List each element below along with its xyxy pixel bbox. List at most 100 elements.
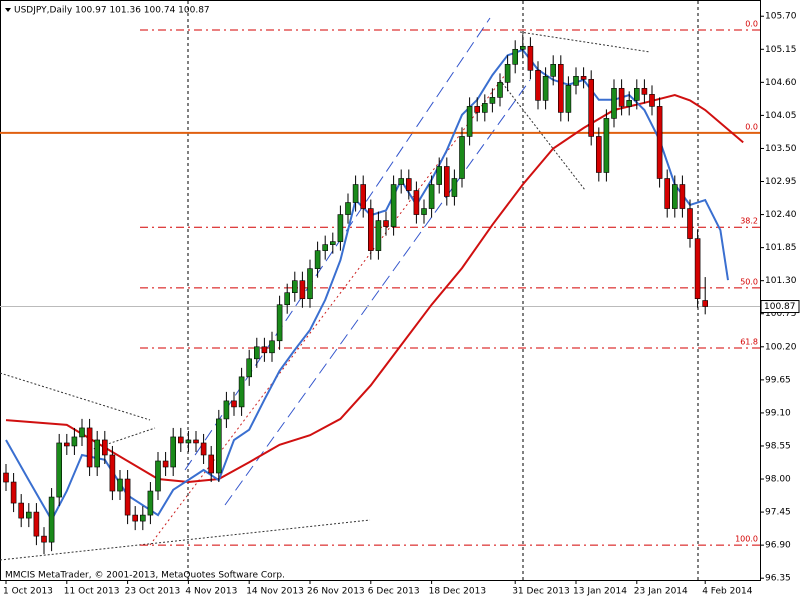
candle-body: [64, 442, 70, 447]
candle-body: [497, 82, 503, 98]
candle-body: [238, 376, 245, 408]
footer: MMCIS MetaTrader, © 2001-2013, MetaQuote…: [5, 571, 285, 581]
candle-body: [504, 64, 511, 83]
candle-body: [276, 304, 283, 342]
candle-body: [588, 79, 595, 137]
candle-body: [626, 100, 633, 107]
candle-body: [284, 292, 291, 306]
x-tick-label: 14 Nov 2013: [246, 587, 304, 597]
candle-body: [633, 88, 640, 101]
candle-body: [56, 442, 63, 498]
candle-body: [140, 514, 146, 522]
candle-body: [216, 418, 222, 474]
candle-body: [603, 118, 610, 173]
x-tick-label: 11 Oct 2013: [64, 587, 120, 597]
trend-line: [499, 79, 586, 191]
candle-body: [200, 442, 207, 456]
x-tick-label: 6 Dec 2013: [368, 587, 420, 597]
candle-body: [41, 535, 47, 543]
y-tick-label: 104.60: [765, 78, 797, 88]
candle-body: [573, 76, 579, 86]
y-tick-label: 101.85: [765, 243, 797, 253]
x-tick-label: 31 Dec 2013: [512, 587, 570, 597]
candle-body: [170, 436, 176, 468]
candle-body: [535, 70, 541, 101]
candle-body: [466, 106, 473, 137]
y-tick-label: 103.50: [765, 144, 797, 154]
candle-body: [512, 48, 519, 65]
x-tick-label: 23 Oct 2013: [125, 587, 181, 597]
candle-body: [25, 511, 32, 519]
candle-body: [398, 178, 405, 185]
chart-title: USDJPY,Daily 100.97 101.36 100.74 100.87: [14, 6, 210, 16]
fibo-label: 50.0: [740, 277, 758, 286]
y-tick-label: 105.15: [765, 45, 797, 55]
x-tick-label: 1 Oct 2013: [3, 587, 53, 597]
candle-body: [542, 76, 549, 101]
candle-body: [527, 45, 534, 71]
candle-body: [595, 136, 602, 173]
candle-body: [223, 400, 230, 420]
symbol-icon: [5, 8, 11, 12]
candle-body: [10, 481, 17, 504]
candle-body: [671, 184, 678, 209]
candle-body: [694, 238, 701, 300]
y-tick-label: 96.90: [765, 541, 791, 551]
candle-body: [124, 478, 131, 516]
level-label: 0.0: [745, 122, 758, 131]
candle-body: [664, 178, 671, 209]
candle-body: [79, 427, 85, 438]
candle-body: [428, 184, 435, 209]
candle-body: [269, 340, 275, 354]
candle-body: [375, 220, 382, 251]
candle-body: [656, 106, 663, 179]
candle-body: [421, 208, 427, 215]
candle-body: [367, 208, 374, 251]
trend-line: [89, 427, 156, 451]
candle-body: [679, 184, 686, 209]
candle-body: [618, 88, 625, 107]
y-tick-label: 98.00: [765, 475, 791, 485]
channel-line: [224, 79, 531, 506]
candle-body: [345, 202, 351, 215]
candle-body: [611, 88, 617, 119]
candle-body: [443, 166, 450, 197]
x-tick-label: 4 Feb 2014: [702, 587, 753, 597]
candle-body: [102, 439, 108, 456]
candle-body: [352, 184, 359, 203]
candle-body: [687, 208, 693, 239]
y-tick-label: 104.05: [765, 111, 797, 121]
y-tick-label: 99.65: [765, 375, 791, 385]
y-tick-label: 100.20: [765, 342, 797, 352]
candle-body: [649, 94, 655, 107]
candle-body: [193, 439, 199, 444]
x-tick-label: 18 Dec 2013: [429, 587, 487, 597]
y-tick-label: 97.45: [765, 508, 791, 518]
candle-body: [291, 280, 298, 294]
candle-body: [231, 400, 237, 408]
candle-body: [436, 166, 443, 185]
candle-body: [307, 268, 313, 300]
candle-body: [314, 250, 321, 269]
x-tick-label: 4 Nov 2013: [185, 587, 237, 597]
x-tick-label: 26 Nov 2013: [307, 587, 365, 597]
y-tick-label: 100.75: [765, 309, 797, 319]
candle-body: [390, 184, 397, 227]
x-tick-label: 13 Jan 2014: [573, 587, 627, 597]
y-tick-label: 96.35: [765, 574, 791, 584]
candle-body: [550, 64, 557, 77]
candle-body: [261, 346, 268, 354]
candle-body: [337, 214, 344, 242]
candle-body: [48, 496, 55, 543]
candle-body: [132, 514, 138, 522]
candle-body: [474, 106, 481, 113]
candle-body: [322, 244, 329, 251]
candle-body: [109, 454, 116, 492]
candle-body: [360, 184, 367, 209]
y-tick-label: 102.95: [765, 177, 797, 187]
candle-body: [329, 241, 336, 245]
candle-body: [155, 460, 161, 492]
candle-body: [208, 454, 214, 474]
bid-box: [760, 300, 800, 314]
